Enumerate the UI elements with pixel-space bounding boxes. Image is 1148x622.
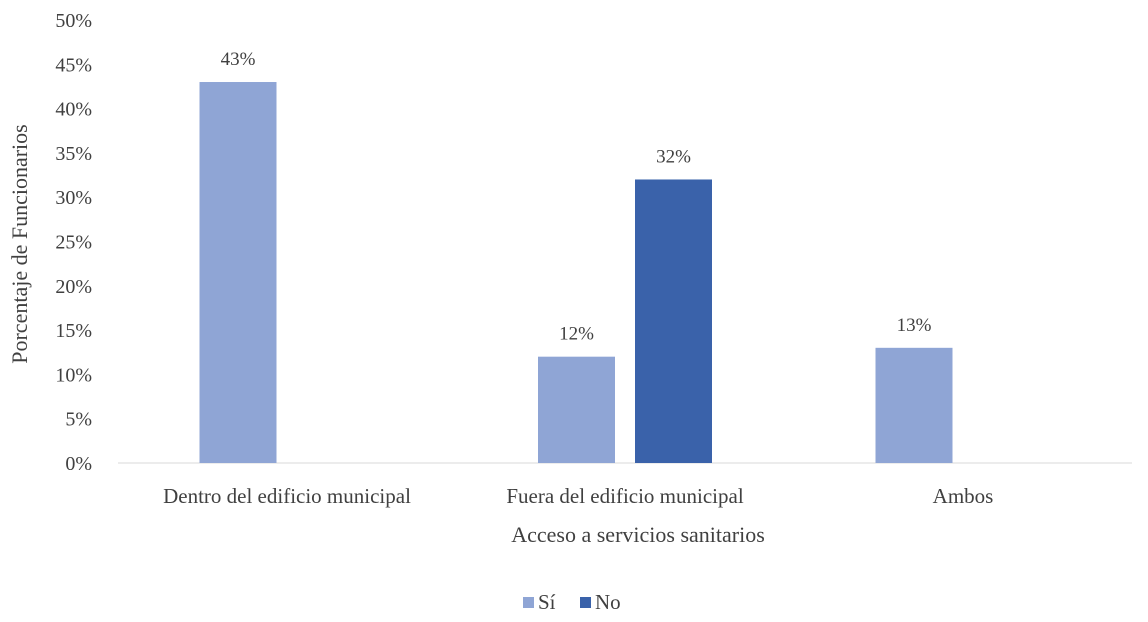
data-label: 32% <box>656 146 691 167</box>
x-category-label: Ambos <box>933 484 994 508</box>
y-tick-label: 35% <box>55 143 92 165</box>
legend-swatch <box>580 597 591 608</box>
y-tick-label: 5% <box>65 409 92 431</box>
x-axis-title: Acceso a servicios sanitarios <box>511 522 765 547</box>
y-tick-label: 40% <box>55 99 92 121</box>
data-label: 12% <box>559 324 594 345</box>
bar-no-1 <box>635 179 712 464</box>
bar-si-2 <box>875 347 953 463</box>
data-label: 13% <box>897 315 932 336</box>
x-axis: Dentro del edificio municipal Fuera del e… <box>163 484 993 508</box>
legend-swatch <box>523 597 534 608</box>
data-label: 43% <box>221 49 256 70</box>
y-tick-label: 45% <box>55 54 92 76</box>
data-labels: 43% 12% 32% 13% <box>221 49 932 345</box>
y-tick-label: 30% <box>55 187 92 209</box>
legend-label: Sí <box>538 590 556 614</box>
bar-si-1 <box>538 356 615 463</box>
y-tick-label: 25% <box>55 232 92 254</box>
y-tick-label: 15% <box>55 320 92 342</box>
legend: Sí No <box>523 590 621 614</box>
y-tick-label: 0% <box>65 453 92 475</box>
y-axis: 0% 5% 10% 15% 20% 25% 30% 35% 40% 45% 50% <box>55 10 1132 475</box>
y-axis-title: Porcentaje de Funcionarios <box>7 124 32 364</box>
x-category-label: Dentro del edificio municipal <box>163 484 411 508</box>
bars <box>199 82 953 464</box>
bar-si-0 <box>199 82 277 464</box>
y-tick-label: 10% <box>55 364 92 386</box>
legend-label: No <box>595 590 621 614</box>
y-tick-label: 50% <box>55 10 92 32</box>
x-category-label: Fuera del edificio municipal <box>506 484 744 508</box>
y-tick-label: 20% <box>55 276 92 298</box>
